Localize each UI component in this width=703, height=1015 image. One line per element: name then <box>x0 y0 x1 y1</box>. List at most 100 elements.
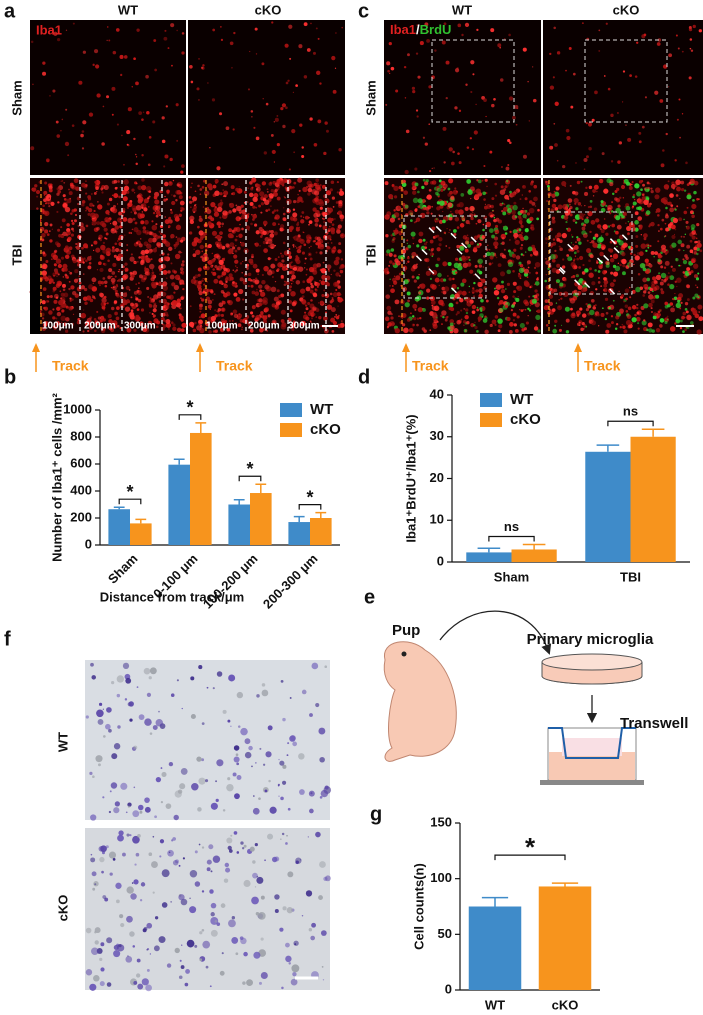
cell <box>537 309 541 313</box>
cell <box>469 213 473 217</box>
cell <box>128 301 130 303</box>
cell <box>180 201 185 206</box>
cell <box>312 313 315 316</box>
cell <box>223 293 228 298</box>
cell <box>500 253 504 257</box>
cell <box>133 271 138 276</box>
cell <box>589 231 591 233</box>
cell <box>558 306 560 308</box>
cell <box>588 206 590 208</box>
cell <box>205 779 208 782</box>
cell <box>286 82 289 85</box>
cell <box>429 329 431 331</box>
cell <box>226 784 233 791</box>
cell <box>138 282 140 284</box>
cell <box>418 239 422 243</box>
cell <box>697 240 700 243</box>
cell <box>338 203 343 208</box>
cell <box>562 265 565 268</box>
cell <box>77 235 81 239</box>
cell <box>509 322 514 327</box>
cell <box>262 290 263 291</box>
cell <box>583 158 587 162</box>
cell <box>126 833 129 836</box>
cell <box>520 323 525 328</box>
cell <box>198 665 202 669</box>
cell <box>107 259 110 262</box>
cell <box>602 307 604 309</box>
pup-eye <box>402 652 407 657</box>
cell <box>176 103 179 106</box>
cell <box>479 307 482 310</box>
cell <box>61 235 64 238</box>
cell <box>413 324 415 326</box>
cell <box>216 223 218 225</box>
cell <box>425 258 429 262</box>
cell <box>435 264 438 267</box>
cell <box>635 235 638 238</box>
row-label: Sham <box>363 80 378 115</box>
cell <box>181 965 185 969</box>
cell <box>391 248 395 252</box>
cell <box>519 217 523 221</box>
cell <box>392 184 395 187</box>
cell <box>565 70 567 72</box>
cell <box>199 328 204 333</box>
track-arrowhead <box>196 343 204 352</box>
cell <box>489 262 492 265</box>
cell <box>406 263 407 264</box>
cell <box>548 192 552 196</box>
cell <box>628 307 632 311</box>
cell <box>394 212 399 217</box>
cell <box>30 146 34 150</box>
cell <box>190 305 192 307</box>
cell <box>568 198 573 203</box>
cell <box>100 845 107 852</box>
cell <box>647 182 650 185</box>
cell <box>141 260 143 262</box>
cell <box>306 239 310 243</box>
cell <box>42 204 45 207</box>
cell <box>298 753 304 759</box>
cell <box>141 250 146 255</box>
cell <box>68 288 70 290</box>
panel-label: b <box>4 366 16 388</box>
cell <box>604 75 606 77</box>
cell <box>415 297 420 302</box>
cell <box>44 222 48 226</box>
cell <box>315 832 321 838</box>
cell <box>687 298 690 301</box>
cell <box>676 194 679 197</box>
cell <box>202 64 204 66</box>
cell <box>152 120 155 123</box>
cell <box>117 675 124 682</box>
cell <box>228 249 233 254</box>
cell <box>101 142 105 146</box>
cell <box>285 106 288 109</box>
cell <box>625 304 628 307</box>
cell <box>331 274 332 275</box>
cell <box>147 197 149 199</box>
cell <box>247 201 249 203</box>
cell <box>395 328 400 333</box>
cell <box>458 290 463 295</box>
cell <box>590 291 594 295</box>
cell <box>202 186 205 189</box>
cell <box>120 296 123 299</box>
cell <box>443 279 446 282</box>
cell <box>124 275 126 277</box>
cell <box>251 285 254 288</box>
cell <box>424 246 427 249</box>
cell <box>129 289 131 291</box>
cell <box>443 127 447 131</box>
cell <box>639 180 642 183</box>
cell <box>306 890 312 896</box>
cell <box>212 268 215 271</box>
cell <box>546 200 548 202</box>
cell <box>153 233 157 237</box>
cell <box>632 181 634 183</box>
cell <box>590 200 593 203</box>
cell <box>144 268 146 270</box>
cell <box>117 725 120 728</box>
cell <box>584 192 588 196</box>
